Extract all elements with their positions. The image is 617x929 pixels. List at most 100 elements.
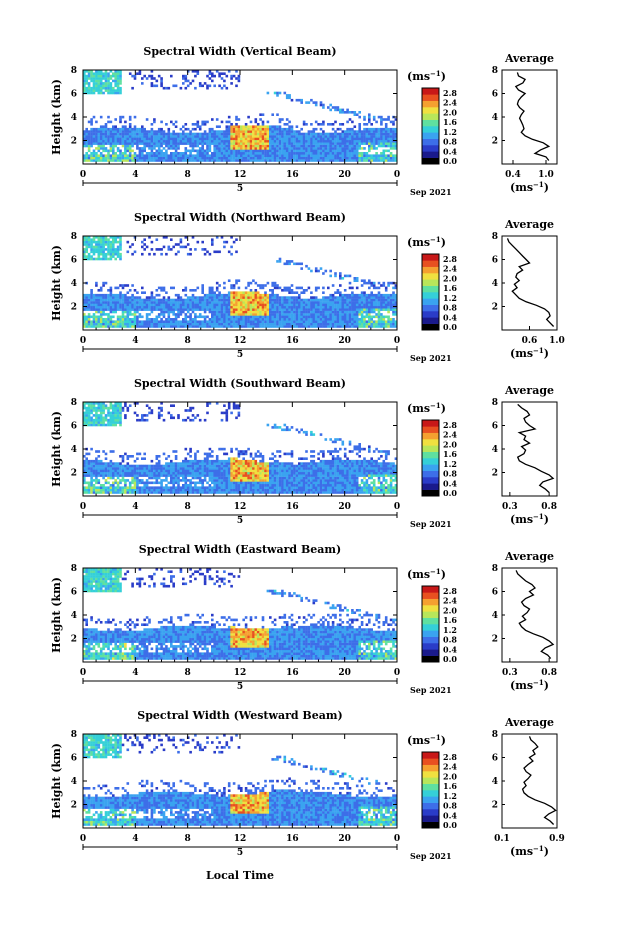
colorbar-segment — [422, 771, 439, 778]
x-tick-label: 0 — [80, 170, 86, 180]
colorbar-segment — [422, 151, 439, 158]
colorbar-segment — [422, 157, 439, 165]
x-tick-label: 0 — [80, 834, 86, 844]
average-y-tick-label: 6 — [492, 754, 498, 764]
colorbar-segment — [422, 630, 439, 637]
colorbar-segment — [422, 592, 439, 599]
x-tick-label: 8 — [185, 170, 191, 180]
colorbar-tick-label: 2.0 — [443, 439, 457, 449]
colorbar-tick-label: 0.4 — [443, 312, 457, 322]
colorbar-segment — [422, 586, 439, 593]
average-unit-base: (ms — [510, 513, 533, 526]
x-tick-label: 8 — [185, 668, 191, 678]
average-unit: (ms−1) — [510, 512, 549, 526]
x-tick-label: 0 — [394, 668, 400, 678]
average-unit-base: (ms — [510, 679, 533, 692]
x-tick-label: 4 — [132, 170, 138, 180]
average-unit-base: (ms — [510, 347, 533, 360]
average-y-tick-label: 2 — [492, 137, 498, 147]
y-axis-label: Height (km) — [50, 245, 63, 321]
panel-title: Spectral Width (Northward Beam) — [134, 211, 346, 224]
colorbar-segment — [422, 617, 439, 625]
panel-title: Spectral Width (Vertical Beam) — [143, 45, 336, 58]
average-unit-close: ) — [544, 513, 549, 526]
x-tick-label: 4 — [132, 668, 138, 678]
colorbar-tick-label: 2.8 — [443, 254, 457, 264]
colorbar-unit: (ms−1) — [407, 567, 446, 581]
colorbar-segment — [422, 764, 439, 772]
colorbar-segment — [422, 783, 439, 791]
colorbar-unit-close: ) — [441, 70, 446, 83]
colorbar-tick-label: 0.4 — [443, 478, 457, 488]
colorbar-tick-label: 0.8 — [443, 469, 457, 479]
heatmap-cells — [83, 236, 398, 328]
colorbar-tick-label: 0.8 — [443, 801, 457, 811]
colorbar-unit: (ms−1) — [407, 401, 446, 415]
x-tick-label: 4 — [132, 834, 138, 844]
colorbar-tick-label: 2.8 — [443, 420, 457, 430]
colorbar-frame — [421, 751, 440, 829]
y-tick-label: 8 — [71, 564, 77, 574]
average-y-tick-label: 8 — [492, 66, 498, 76]
colorbar-segment — [422, 445, 439, 452]
y-axis-label: Height (km) — [50, 743, 63, 819]
average-profile-line — [516, 403, 555, 493]
colorbar-segment — [422, 311, 439, 318]
colorbar-segment — [422, 489, 439, 497]
y-tick-label: 2 — [71, 469, 77, 479]
x-tick-label: 20 — [338, 834, 351, 844]
colorbar-tick-label: 0.0 — [443, 820, 457, 830]
colorbar-unit-base: (ms — [407, 734, 430, 747]
colorbar-unit-base: (ms — [407, 402, 430, 415]
colorbar-segment — [422, 815, 439, 822]
heatmap-cells — [83, 70, 398, 162]
colorbar-unit-base: (ms — [407, 236, 430, 249]
colorbar-unit: (ms−1) — [407, 69, 446, 83]
colorbar-unit-close: ) — [441, 402, 446, 415]
colorbar-segment — [422, 643, 439, 650]
colorbar-segment — [422, 323, 439, 331]
colorbar-unit-close: ) — [441, 568, 446, 581]
colorbar-tick-label: 0.0 — [443, 488, 457, 498]
average-x-tick-label: 0.9 — [549, 834, 565, 844]
x-tick-label: 16 — [286, 668, 299, 678]
colorbar-segment — [422, 821, 439, 829]
colorbar-segment — [422, 279, 439, 286]
panel-3: Spectral Width (Southward Beam) 2 4 6 8 Heigh… — [50, 377, 558, 529]
colorbar-unit: (ms−1) — [407, 733, 446, 747]
average-y-tick-label: 4 — [492, 445, 498, 455]
y-tick-label: 2 — [71, 303, 77, 313]
average-profile-line — [514, 72, 551, 161]
average-unit-exp: −1 — [533, 512, 544, 521]
y-tick-label: 6 — [71, 422, 77, 432]
x-axis-title: Local Time — [206, 869, 274, 882]
colorbar-segment — [422, 796, 439, 803]
x-tick-label: 8 — [185, 834, 191, 844]
panel-4: Spectral Width (Eastward Beam) 2 4 6 8 Height… — [50, 543, 558, 695]
colorbar-segment — [422, 94, 439, 101]
x-tick-label: 16 — [286, 834, 299, 844]
colorbar-segment — [422, 470, 439, 478]
x-tick-label: 20 — [338, 336, 351, 346]
average-profile-line — [515, 570, 555, 659]
colorbar-tick-label: 1.6 — [443, 615, 457, 625]
y-tick-label: 2 — [71, 137, 77, 147]
average-y-tick-label: 8 — [492, 564, 498, 574]
average-unit-exp: −1 — [533, 678, 544, 687]
average-x-tick-label: 0.8 — [541, 502, 557, 512]
colorbar-frame — [421, 253, 440, 331]
colorbar-tick-label: 0.0 — [443, 654, 457, 664]
colorbar-tick-label: 2.4 — [443, 98, 457, 108]
colorbar-segment — [422, 752, 439, 759]
y-tick-label: 4 — [71, 445, 77, 455]
date-label: Sep 2021 — [410, 851, 452, 861]
colorbar-segment — [422, 126, 439, 133]
average-title: Average — [504, 384, 554, 397]
colorbar-tick-label: 1.6 — [443, 117, 457, 127]
colorbar-segment — [422, 483, 439, 490]
x-tick-label: 16 — [286, 336, 299, 346]
average-frame — [501, 401, 558, 497]
y-tick-label: 8 — [71, 398, 77, 408]
average-unit: (ms−1) — [510, 180, 549, 194]
colorbar-tick-label: 2.4 — [443, 430, 457, 440]
